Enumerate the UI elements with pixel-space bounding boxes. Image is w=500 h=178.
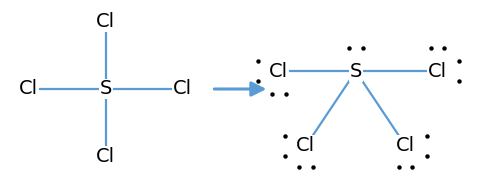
Text: S: S xyxy=(100,80,112,98)
Text: Cl: Cl xyxy=(270,62,288,81)
Text: Cl: Cl xyxy=(173,80,193,98)
Text: Cl: Cl xyxy=(96,12,116,31)
Text: Cl: Cl xyxy=(296,137,316,155)
Text: Cl: Cl xyxy=(396,137,415,155)
Text: Cl: Cl xyxy=(428,62,447,81)
Text: S: S xyxy=(350,62,362,81)
Text: Cl: Cl xyxy=(96,147,116,166)
Text: Cl: Cl xyxy=(20,80,38,98)
